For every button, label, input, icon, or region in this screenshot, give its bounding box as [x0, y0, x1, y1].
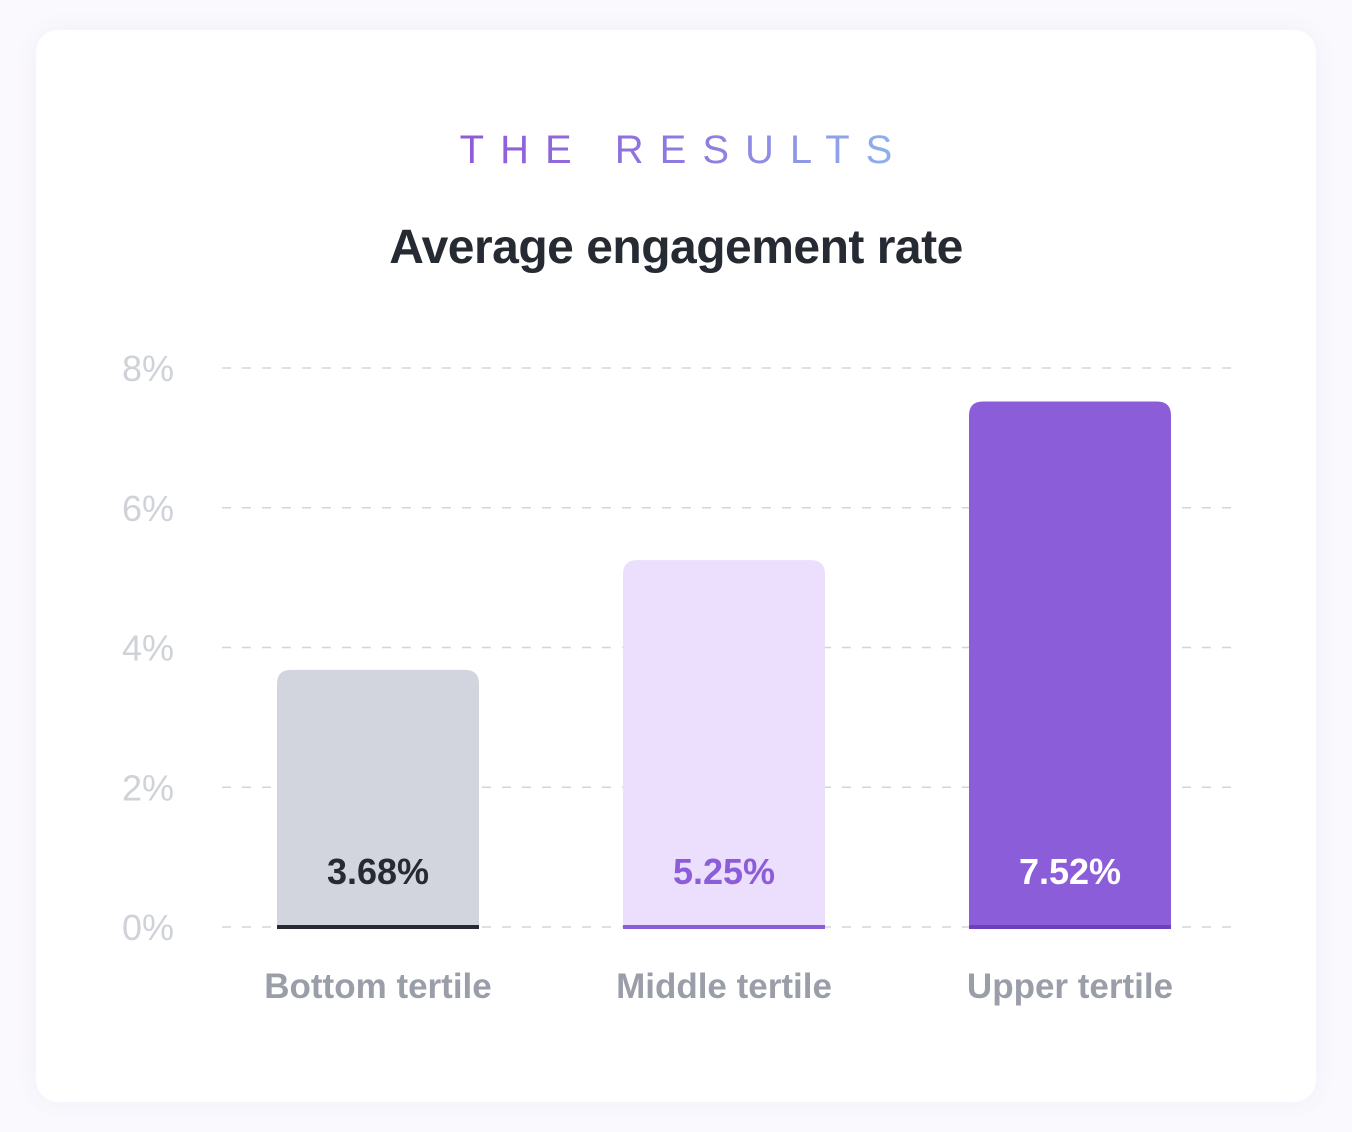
bar-baseline	[623, 925, 825, 929]
bar-bottom-tertile	[277, 669, 479, 927]
value-label: 5.25%	[673, 851, 775, 892]
eyebrow-label: THE RESULTS	[459, 128, 909, 172]
y-tick-label: 0%	[122, 907, 174, 948]
bar-baseline	[277, 925, 479, 929]
bar-baseline	[969, 925, 1171, 929]
category-label: Upper tertile	[967, 967, 1173, 1006]
x-axis-categories: Bottom tertile Middle tertile Upper tertil…	[264, 967, 1173, 1006]
chart-title: Average engagement rate	[389, 221, 963, 274]
value-label: 3.68%	[327, 851, 429, 892]
y-tick-label: 2%	[122, 767, 174, 808]
y-tick-label: 8%	[122, 348, 174, 389]
bars	[277, 401, 1171, 929]
bar-upper-tertile	[969, 401, 1171, 927]
bar-middle-tertile	[623, 560, 825, 927]
y-tick-label: 6%	[122, 488, 174, 529]
value-label: 7.52%	[1019, 851, 1121, 892]
y-axis-ticks: 0% 2% 4% 6% 8%	[122, 348, 174, 948]
y-tick-label: 4%	[122, 628, 174, 669]
category-label: Middle tertile	[616, 967, 832, 1006]
value-labels: 3.68% 5.25% 7.52%	[327, 851, 1121, 892]
category-label: Bottom tertile	[264, 967, 492, 1006]
